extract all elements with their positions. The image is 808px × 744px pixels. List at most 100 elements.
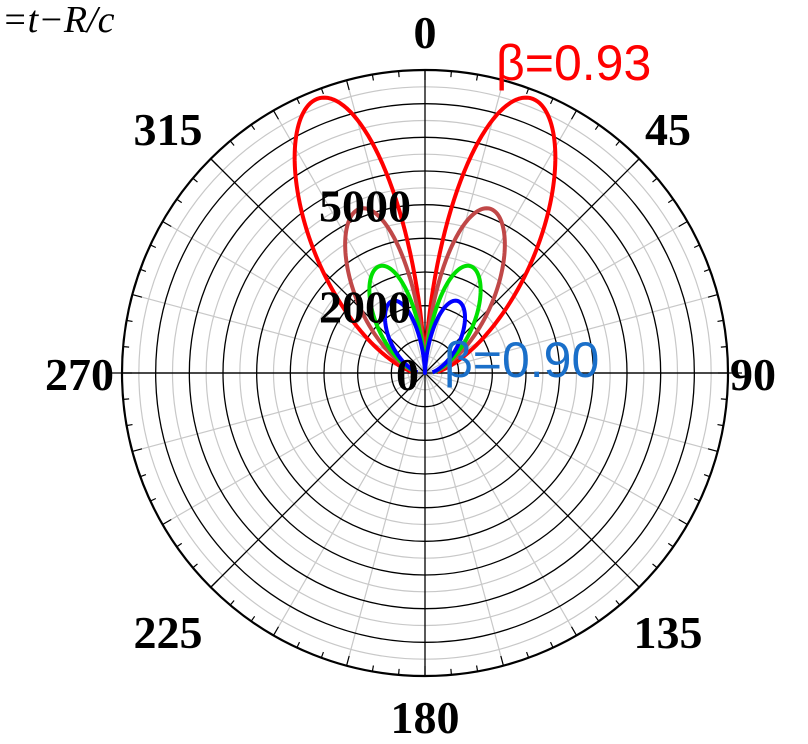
frame-tick — [320, 88, 324, 95]
frame-tick — [475, 665, 479, 672]
frame-tick — [631, 579, 640, 588]
frame-tick — [210, 158, 219, 167]
series-curves — [292, 95, 558, 375]
frame-tick — [594, 124, 600, 131]
frame-tick — [320, 651, 324, 658]
angle-label-45: 45 — [645, 104, 691, 155]
frame-tick — [397, 71, 400, 78]
frame-tick — [210, 579, 219, 588]
frame-tick — [229, 140, 235, 146]
minor-spoke — [424, 110, 578, 374]
frame-tick — [162, 220, 172, 228]
frame-tick — [250, 615, 256, 622]
frame-tick — [345, 655, 350, 666]
angle-label-135: 135 — [634, 607, 703, 658]
frame-tick — [678, 518, 688, 526]
frame-tick — [549, 98, 554, 105]
frame-tick — [371, 74, 375, 81]
frame-tick — [450, 71, 453, 78]
minor-spoke — [424, 372, 505, 666]
frame-tick — [229, 600, 235, 606]
frame-tick — [132, 448, 143, 453]
minor-spoke — [132, 293, 426, 374]
frame-tick — [126, 319, 133, 323]
minor-spoke — [132, 372, 426, 453]
frame-tick — [717, 319, 724, 323]
frame-tick — [667, 542, 674, 548]
minor-spoke — [424, 372, 688, 526]
frame-tick — [140, 474, 147, 478]
frame-tick — [475, 74, 479, 81]
frame-tick — [652, 563, 658, 569]
angle-label-225: 225 — [134, 607, 203, 658]
angle-label-0: 0 — [414, 7, 437, 58]
frame-tick — [693, 497, 700, 502]
frame-tick — [345, 80, 350, 91]
frame-tick — [652, 177, 658, 183]
minor-spoke — [424, 372, 578, 636]
frame-tick — [526, 651, 530, 658]
radial-label-5000: 5000 — [319, 181, 411, 232]
minor-spoke — [424, 293, 718, 374]
minor-spoke — [345, 372, 426, 666]
frame-tick — [707, 448, 718, 453]
frame-tick — [192, 177, 198, 183]
frame-tick — [150, 244, 157, 249]
frame-tick — [123, 345, 130, 348]
frame-tick — [132, 293, 143, 298]
frame-tick — [500, 655, 505, 666]
frame-tick — [140, 268, 147, 272]
frame-tick — [500, 80, 505, 91]
frame-tick — [150, 497, 157, 502]
minor-spoke — [424, 372, 718, 453]
frame-tick — [615, 140, 621, 146]
major-spoke — [424, 372, 640, 588]
frame-tick — [296, 641, 301, 648]
angle-label-90: 90 — [730, 349, 776, 400]
beta-093-annotation: β=0.93 — [496, 35, 651, 91]
frame-tick — [526, 88, 530, 95]
frame-tick — [549, 641, 554, 648]
formula-fragment: =t−R/c — [2, 0, 115, 41]
angle-label-270: 270 — [45, 349, 114, 400]
frame-tick — [450, 668, 453, 675]
frame-tick — [272, 626, 280, 636]
frame-tick — [570, 110, 578, 120]
frame-tick — [631, 158, 640, 167]
frame-tick — [176, 542, 183, 548]
axis-labels: 0 45 90 135 180 225 270 315 0 2000 5000 — [45, 7, 776, 743]
beta-090-annotation: β=0.90 — [444, 332, 599, 388]
frame-tick — [667, 198, 674, 204]
frame-tick — [570, 626, 578, 636]
frame-tick — [162, 518, 172, 526]
minor-spoke — [424, 220, 688, 374]
series-curve-3 — [383, 298, 467, 375]
radial-label-0: 0 — [396, 349, 419, 400]
frame-tick — [176, 198, 183, 204]
frame-tick — [371, 665, 375, 672]
frame-tick — [192, 563, 198, 569]
frame-tick — [272, 110, 280, 120]
frame-tick — [720, 345, 727, 348]
major-spoke — [210, 372, 426, 588]
minor-spoke — [272, 372, 426, 636]
frame-tick — [296, 98, 301, 105]
frame-tick — [397, 668, 400, 675]
frame-tick — [250, 124, 256, 131]
frame-tick — [707, 293, 718, 298]
frame-tick — [717, 423, 724, 427]
radial-label-2000: 2000 — [319, 282, 411, 333]
angle-label-315: 315 — [134, 104, 203, 155]
frame-tick — [703, 474, 710, 478]
angle-label-180: 180 — [391, 692, 460, 743]
frame-tick — [594, 615, 600, 622]
frame-tick — [615, 600, 621, 606]
minor-spoke — [272, 110, 426, 374]
frame-tick — [703, 268, 710, 272]
minor-spoke — [162, 220, 426, 374]
minor-spoke — [162, 372, 426, 526]
frame-tick — [720, 398, 727, 401]
frame-tick — [126, 423, 133, 427]
frame-tick — [693, 244, 700, 249]
